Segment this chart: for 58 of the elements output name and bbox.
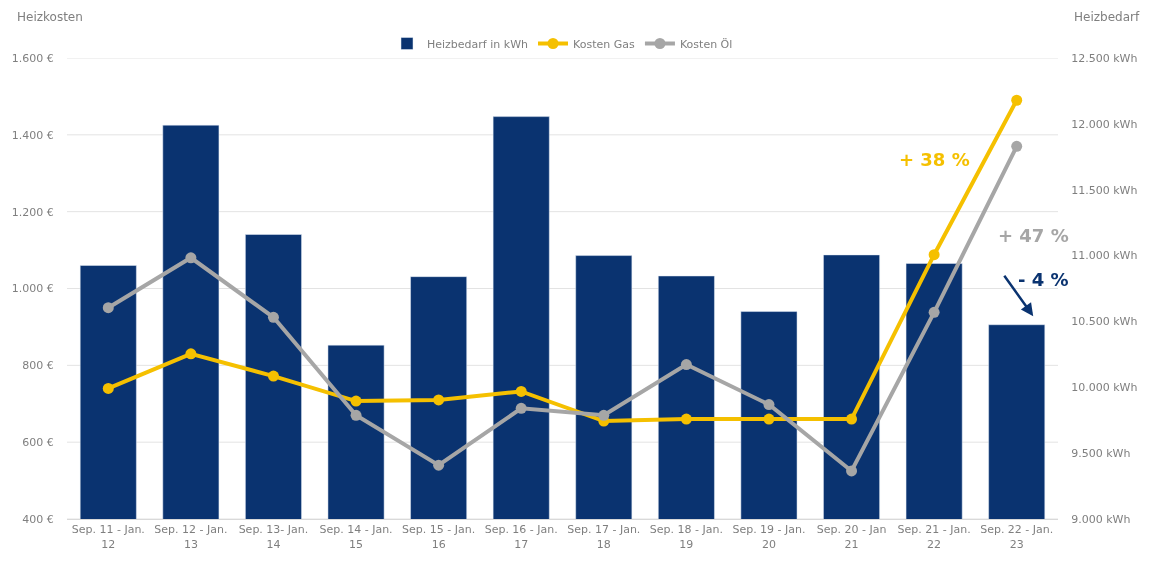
y-axis-title: Heizkosten [17,10,83,24]
point [680,359,692,371]
x-tick-label: Sep. 12 - Jan. 13 [154,523,228,551]
y2-tick-label: 10.000 kWh [1071,381,1138,395]
y2-tick-label: 10.500 kWh [1071,315,1138,329]
point [267,311,279,323]
point [846,465,858,477]
x-tick-label: Sep. 16 - Jan. 17 [484,523,558,551]
point [928,306,940,318]
point [515,402,527,414]
x-tick-label: Sep. 20 - Jan 21 [816,523,887,551]
y-tick-label: 800 € [22,359,54,373]
point [185,252,197,264]
x-tick-label: Sep. 15 - Jan. 16 [402,523,476,551]
x-tick-label: Sep. 17 - Jan. 18 [567,523,641,551]
point [102,382,114,394]
x-tick-label: Sep. 22 - Jan. 23 [980,523,1054,551]
y-tick-label: 1.400 € [11,128,54,142]
x-tick-label: Sep. 13- Jan. 14 [238,523,309,551]
y2-tick-label: 9.500 kWh [1071,446,1131,460]
y-tick-label: 400 € [22,512,54,526]
y2-tick-label: 11.500 kWh [1071,183,1138,197]
annotation: + 47 % [998,225,1069,246]
x-tick-label: Sep. 18 - Jan. 19 [649,523,723,551]
y2-tick-label: 12.500 kWh [1071,51,1138,65]
y2-tick-label: 9.000 kWh [1071,512,1131,526]
x-tick-label: Sep. 21 - Jan. 22 [897,523,971,551]
y2-axis-title: Heizbedarf [1074,10,1140,24]
annotation: - 4 % [1018,269,1069,290]
x-tick-label: Sep. 14 - Jan. 15 [319,523,393,551]
x-tick-label: Sep. 19 - Jan. 20 [732,523,806,551]
point [515,385,527,397]
point [102,302,114,314]
point [185,348,197,360]
point [350,409,362,421]
point [433,459,445,471]
point [928,249,940,261]
point [763,413,775,425]
point [350,395,362,407]
point [267,370,279,382]
annotation: + 38 % [899,149,970,170]
y2-tick-label: 12.000 kWh [1071,117,1138,131]
x-tick-label: Sep. 11 - Jan. 12 [71,523,145,551]
point [598,409,610,421]
legend-label: Heizbedarf in kWh [427,37,528,51]
y2-tick-label: 11.000 kWh [1071,249,1138,263]
legend-label: Kosten Öl [679,37,733,51]
point [1011,94,1023,106]
y-tick-label: 1.600 € [11,51,54,65]
legend-label: Kosten Gas [573,37,635,51]
point [763,399,775,411]
point [433,394,445,406]
y-tick-label: 1.200 € [11,205,54,219]
y-tick-label: 600 € [22,436,54,450]
point [1011,140,1023,152]
point [680,413,692,425]
point [846,413,858,425]
y-tick-label: 1.000 € [11,282,54,296]
